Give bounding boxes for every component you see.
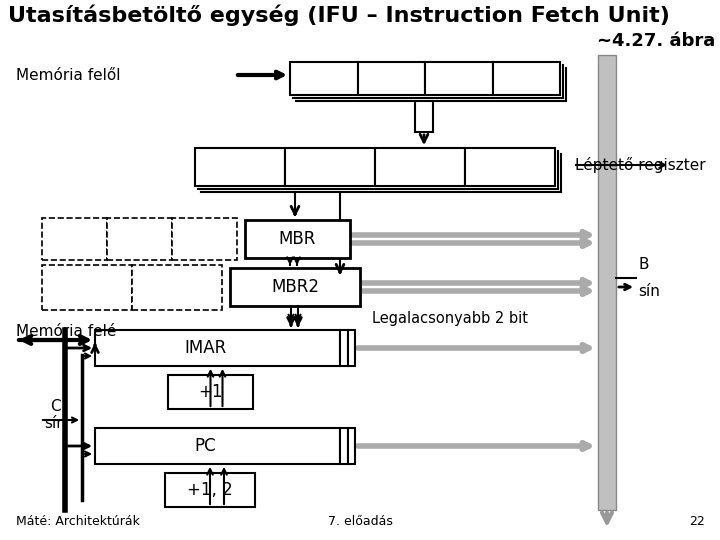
Bar bbox=[348, 330, 355, 366]
Text: +1: +1 bbox=[198, 383, 222, 401]
Bar bbox=[195, 148, 285, 186]
Bar bbox=[375, 148, 465, 186]
Text: IMAR: IMAR bbox=[184, 339, 227, 357]
Bar bbox=[358, 62, 425, 95]
Bar bbox=[95, 428, 340, 464]
Bar bbox=[42, 265, 132, 310]
Bar bbox=[465, 148, 555, 186]
Bar bbox=[290, 62, 358, 95]
Text: +1, 2: +1, 2 bbox=[187, 481, 233, 499]
Text: sín: sín bbox=[638, 284, 660, 299]
Bar bbox=[172, 218, 237, 260]
Text: 7. előadás: 7. előadás bbox=[328, 515, 392, 528]
Bar bbox=[598, 55, 616, 510]
Bar bbox=[95, 330, 340, 366]
Text: Léptető regiszter: Léptető regiszter bbox=[575, 157, 706, 173]
Text: Máté: Architektúrák: Máté: Architektúrák bbox=[16, 515, 140, 528]
Text: MBR2: MBR2 bbox=[271, 278, 319, 296]
Bar bbox=[132, 265, 222, 310]
Bar bbox=[348, 428, 355, 464]
Text: B: B bbox=[638, 257, 649, 272]
Text: C
sín: C sín bbox=[44, 399, 66, 431]
Bar bbox=[230, 268, 360, 306]
Text: Legalacsonyabb 2 bit: Legalacsonyabb 2 bit bbox=[372, 310, 528, 326]
Bar bbox=[425, 62, 492, 95]
Text: 22: 22 bbox=[689, 515, 705, 528]
Bar bbox=[340, 330, 348, 366]
Text: PC: PC bbox=[194, 437, 216, 455]
Bar bbox=[245, 220, 350, 258]
Text: MBR: MBR bbox=[279, 230, 316, 248]
Bar bbox=[42, 218, 107, 260]
Bar bbox=[285, 148, 375, 186]
Text: Memória felé: Memória felé bbox=[16, 325, 117, 340]
Bar bbox=[340, 428, 348, 464]
Text: Utasításbetöltő egység (IFU – Instruction Fetch Unit): Utasításbetöltő egység (IFU – Instructio… bbox=[8, 5, 670, 26]
Bar bbox=[168, 375, 253, 409]
Text: ~4.27. ábra: ~4.27. ábra bbox=[597, 32, 715, 50]
Bar bbox=[107, 218, 172, 260]
Bar bbox=[492, 62, 560, 95]
Bar bbox=[165, 473, 255, 507]
Text: Memória felől: Memória felől bbox=[16, 68, 120, 83]
